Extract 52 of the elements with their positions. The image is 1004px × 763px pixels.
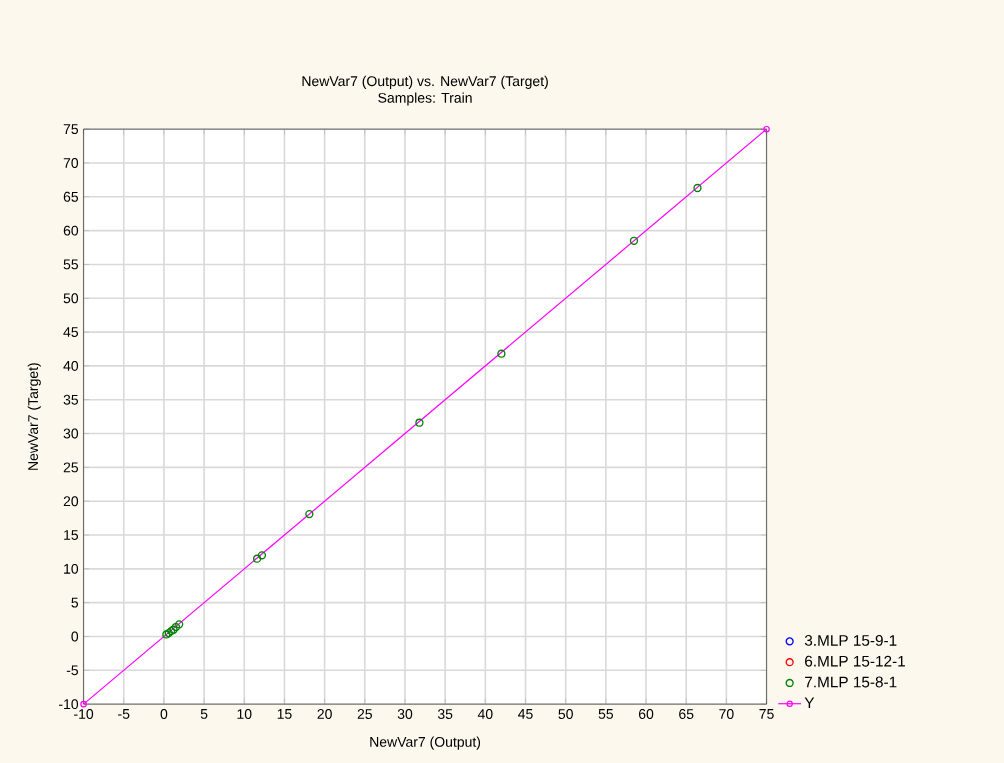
- y-tick-label: 55: [63, 259, 79, 270]
- x-tick-label: 15: [277, 709, 292, 719]
- y-tick-label: 15: [64, 530, 79, 540]
- legend-label: Y: [804, 697, 815, 708]
- point: [693, 183, 702, 193]
- x-tick-label: 50: [558, 709, 573, 719]
- x-tick-label: 55: [598, 709, 614, 719]
- y-tick-label: 35: [63, 394, 79, 405]
- x-tick-label: -5: [118, 709, 130, 719]
- y-tick-label: 5: [71, 597, 79, 608]
- y-tick-label: 10: [64, 563, 79, 574]
- point: [175, 620, 184, 629]
- point: [415, 418, 424, 427]
- x-tick-label: 0: [160, 709, 168, 719]
- y-tick-label: 45: [63, 327, 79, 337]
- y-tick-label: 40: [63, 360, 79, 371]
- x-tick-label: 10: [237, 709, 252, 719]
- x-axis-title: NewVar7 (Output): [370, 736, 481, 750]
- y-tick-label: 25: [63, 462, 79, 473]
- point: [305, 509, 314, 519]
- legend-label: 6.MLP 15-12-1: [805, 655, 905, 667]
- chart-subtitle: Samples: Train: [378, 92, 472, 106]
- x-tick-label: 75: [759, 709, 774, 719]
- x-tick-label: 70: [719, 709, 734, 719]
- y-tick-label: 30: [63, 428, 79, 439]
- y-tick-label: 60: [63, 225, 79, 236]
- point: [497, 349, 506, 358]
- y-axis-title: NewVar7 (Target): [27, 363, 41, 470]
- y-tick-label: -5: [66, 665, 79, 676]
- x-tick-label: 30: [397, 709, 413, 719]
- x-tick-label: 35: [437, 709, 453, 719]
- x-tick-label: 40: [477, 709, 493, 719]
- y-tick-label: 70: [63, 158, 79, 168]
- y-tick-label: -10: [59, 699, 79, 710]
- x-tick-label: 25: [357, 709, 372, 719]
- y-tick-label: 0: [71, 631, 79, 642]
- x-tick-label: 60: [638, 709, 654, 719]
- point: [629, 236, 639, 245]
- y-tick-label: 50: [63, 293, 79, 304]
- y-tick-label: 20: [63, 496, 79, 507]
- point: [257, 551, 267, 560]
- point: [171, 622, 181, 632]
- legend-label: 7.MLP 15-8-1: [805, 676, 897, 688]
- y-tick-label: 65: [63, 191, 79, 202]
- legend-label: 3.MLP 15-9-1: [804, 634, 897, 646]
- x-tick-label: 45: [518, 709, 533, 719]
- x-tick-label: 5: [200, 709, 208, 719]
- x-tick-label: 65: [679, 709, 694, 719]
- point: [253, 554, 262, 563]
- x-tick-label: 20: [317, 709, 332, 719]
- y-tick-label: 75: [63, 124, 79, 135]
- chart-title: NewVar7 (Output) vs. NewVar7 (Target): [302, 75, 548, 89]
